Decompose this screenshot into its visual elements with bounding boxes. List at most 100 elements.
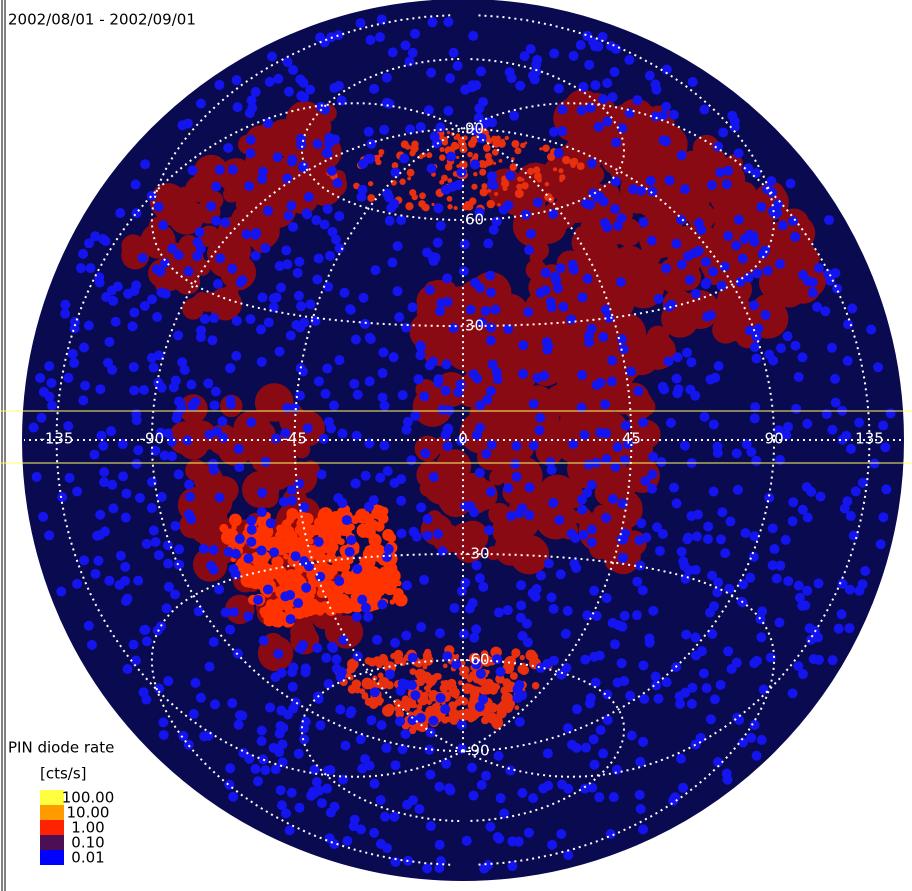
measurement-dot (323, 204, 333, 214)
measurement-dot (705, 608, 715, 618)
measurement-dot (378, 368, 388, 378)
measurement-dot (752, 751, 762, 761)
rate-patch (272, 562, 278, 568)
measurement-dot (608, 618, 618, 628)
measurement-dot (505, 171, 515, 181)
measurement-dot (613, 221, 623, 231)
measurement-dot (235, 534, 245, 544)
measurement-dot (584, 460, 594, 470)
measurement-dot (676, 754, 686, 764)
measurement-dot (259, 636, 269, 646)
rate-patch (542, 144, 549, 151)
measurement-dot (433, 378, 443, 388)
measurement-dot (120, 576, 130, 586)
rate-patch (501, 179, 509, 187)
measurement-dot (702, 683, 712, 693)
measurement-dot (624, 55, 634, 65)
measurement-dot (532, 55, 542, 65)
measurement-dot (710, 694, 720, 704)
rate-patch (453, 685, 457, 689)
measurement-dot (632, 95, 642, 105)
measurement-dot (441, 359, 451, 369)
measurement-dot (669, 110, 679, 120)
rate-patch (520, 667, 528, 675)
measurement-dot (494, 607, 504, 617)
measurement-dot (703, 534, 713, 544)
rate-patch (351, 515, 359, 523)
measurement-dot (326, 423, 336, 433)
measurement-dot (757, 735, 767, 745)
rate-patch (731, 182, 757, 208)
measurement-dot (600, 218, 610, 228)
measurement-dot (378, 347, 388, 357)
measurement-dot (131, 208, 141, 218)
measurement-dot (672, 374, 682, 384)
measurement-dot (476, 669, 486, 679)
measurement-dot (261, 457, 271, 467)
measurement-dot (476, 66, 486, 76)
measurement-dot (363, 154, 373, 164)
measurement-dot (258, 754, 268, 764)
measurement-dot (377, 720, 387, 730)
measurement-dot (162, 603, 172, 613)
measurement-dot (425, 285, 435, 295)
measurement-dot (691, 650, 701, 660)
rate-patch (479, 169, 486, 176)
measurement-dot (488, 180, 498, 190)
measurement-dot (390, 638, 400, 648)
measurement-dot (587, 480, 597, 490)
measurement-dot (816, 492, 826, 502)
measurement-dot (312, 274, 322, 284)
measurement-dot (284, 87, 294, 97)
measurement-dot (724, 584, 734, 594)
rate-patch (486, 670, 490, 674)
measurement-dot (206, 201, 216, 211)
measurement-dot (229, 607, 239, 617)
parallel-label: 30 (465, 317, 484, 335)
measurement-dot (876, 539, 886, 549)
measurement-dot (213, 279, 223, 289)
measurement-dot (768, 523, 778, 533)
rate-patch (660, 146, 677, 163)
measurement-dot (416, 122, 426, 132)
measurement-dot (686, 511, 696, 521)
measurement-dot (664, 302, 674, 312)
measurement-dot (402, 580, 412, 590)
measurement-dot (428, 716, 438, 726)
measurement-dot (264, 317, 274, 327)
measurement-dot (638, 737, 648, 747)
measurement-dot (602, 78, 612, 88)
measurement-dot (416, 502, 426, 512)
measurement-dot (365, 761, 375, 771)
measurement-dot (140, 159, 150, 169)
measurement-dot (333, 30, 343, 40)
measurement-dot (828, 655, 838, 665)
rate-patch (423, 654, 427, 658)
measurement-dot (579, 430, 589, 440)
measurement-dot (567, 529, 577, 539)
measurement-dot (688, 77, 698, 87)
rate-patch (511, 157, 515, 161)
measurement-dot (459, 266, 469, 276)
measurement-dot (470, 278, 480, 288)
measurement-dot (296, 301, 306, 311)
measurement-dot (475, 423, 485, 433)
measurement-dot (376, 795, 386, 805)
measurement-dot (426, 68, 436, 78)
measurement-dot (271, 764, 281, 774)
measurement-dot (524, 510, 534, 520)
legend-swatch (40, 835, 64, 850)
measurement-dot (353, 651, 363, 661)
measurement-dot (206, 561, 216, 571)
measurement-dot (200, 314, 210, 324)
measurement-dot (647, 469, 657, 479)
rate-patch (510, 672, 518, 680)
measurement-dot (46, 378, 56, 388)
measurement-dot (327, 642, 337, 652)
measurement-dot (280, 591, 290, 601)
measurement-dot (529, 399, 539, 409)
measurement-dot (276, 785, 286, 795)
measurement-dot (749, 300, 759, 310)
measurement-dot (250, 764, 260, 774)
measurement-dot (436, 221, 446, 231)
